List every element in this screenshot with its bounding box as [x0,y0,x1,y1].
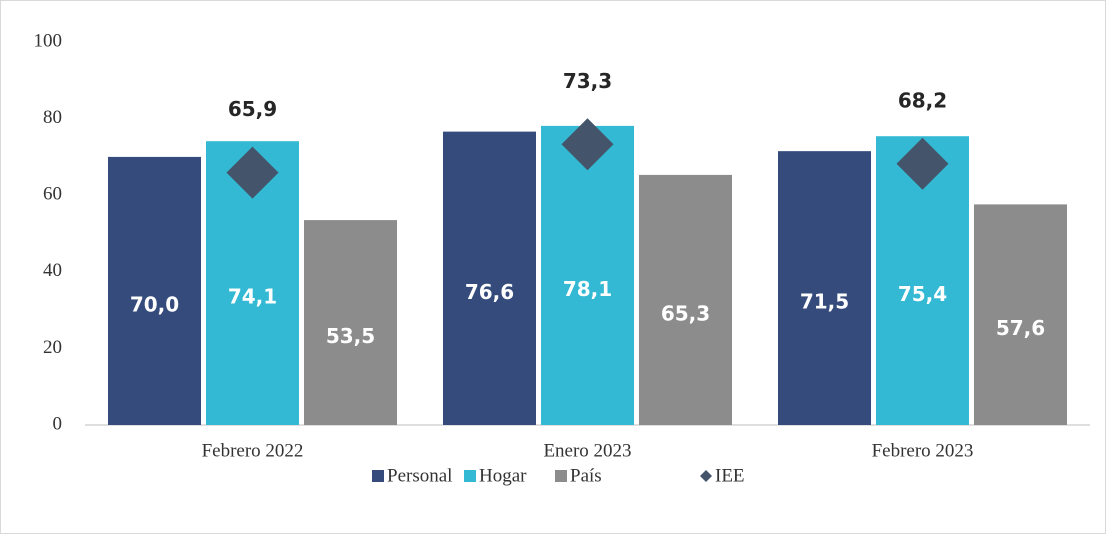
y-tick-label: 0 [53,413,63,434]
y-tick-label: 80 [43,107,62,128]
legend-label: Hogar [479,465,527,486]
legend-marker [700,470,712,482]
marker [561,118,614,171]
data-label: 74,1 [228,285,277,309]
data-label: 73,3 [563,69,612,93]
bar [974,204,1067,425]
data-label: 76,6 [465,280,514,304]
legend-swatch [464,470,476,482]
marker [226,146,279,199]
y-tick-label: 40 [43,260,62,281]
x-tick-label: Febrero 2023 [872,440,974,461]
legend-label: Personal [387,465,452,486]
y-tick-label: 60 [43,184,62,205]
bar [778,151,871,425]
bar [541,125,634,425]
legend-swatch [372,470,384,482]
bar [108,156,201,425]
y-tick-label: 100 [34,30,63,51]
data-label: 75,4 [898,282,947,306]
data-label: 71,5 [800,290,849,314]
x-tick-label: Enero 2023 [543,440,631,461]
data-label: 78,1 [563,277,612,301]
data-label: 53,5 [326,324,375,348]
x-tick-label: Febrero 2022 [202,440,304,461]
legend-swatch [555,470,567,482]
marker [896,137,949,190]
data-label: 57,6 [996,316,1045,340]
legend-label: IEE [715,465,745,486]
y-tick-label: 20 [43,337,62,358]
data-label: 65,3 [661,301,710,325]
bar [639,174,732,425]
data-label: 70,0 [130,292,179,316]
data-label: 65,9 [228,97,277,121]
bar [304,220,397,425]
legend-label: País [570,465,602,486]
bar [443,131,536,425]
data-label: 68,2 [898,88,947,112]
